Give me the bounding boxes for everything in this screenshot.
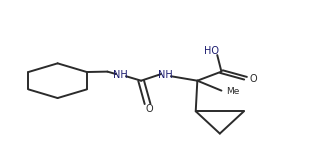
Text: HO: HO xyxy=(204,46,219,56)
Text: O: O xyxy=(250,74,257,84)
Text: NH: NH xyxy=(158,70,173,80)
Text: NH: NH xyxy=(113,70,128,80)
Text: Me: Me xyxy=(226,87,240,96)
Text: O: O xyxy=(145,104,153,114)
